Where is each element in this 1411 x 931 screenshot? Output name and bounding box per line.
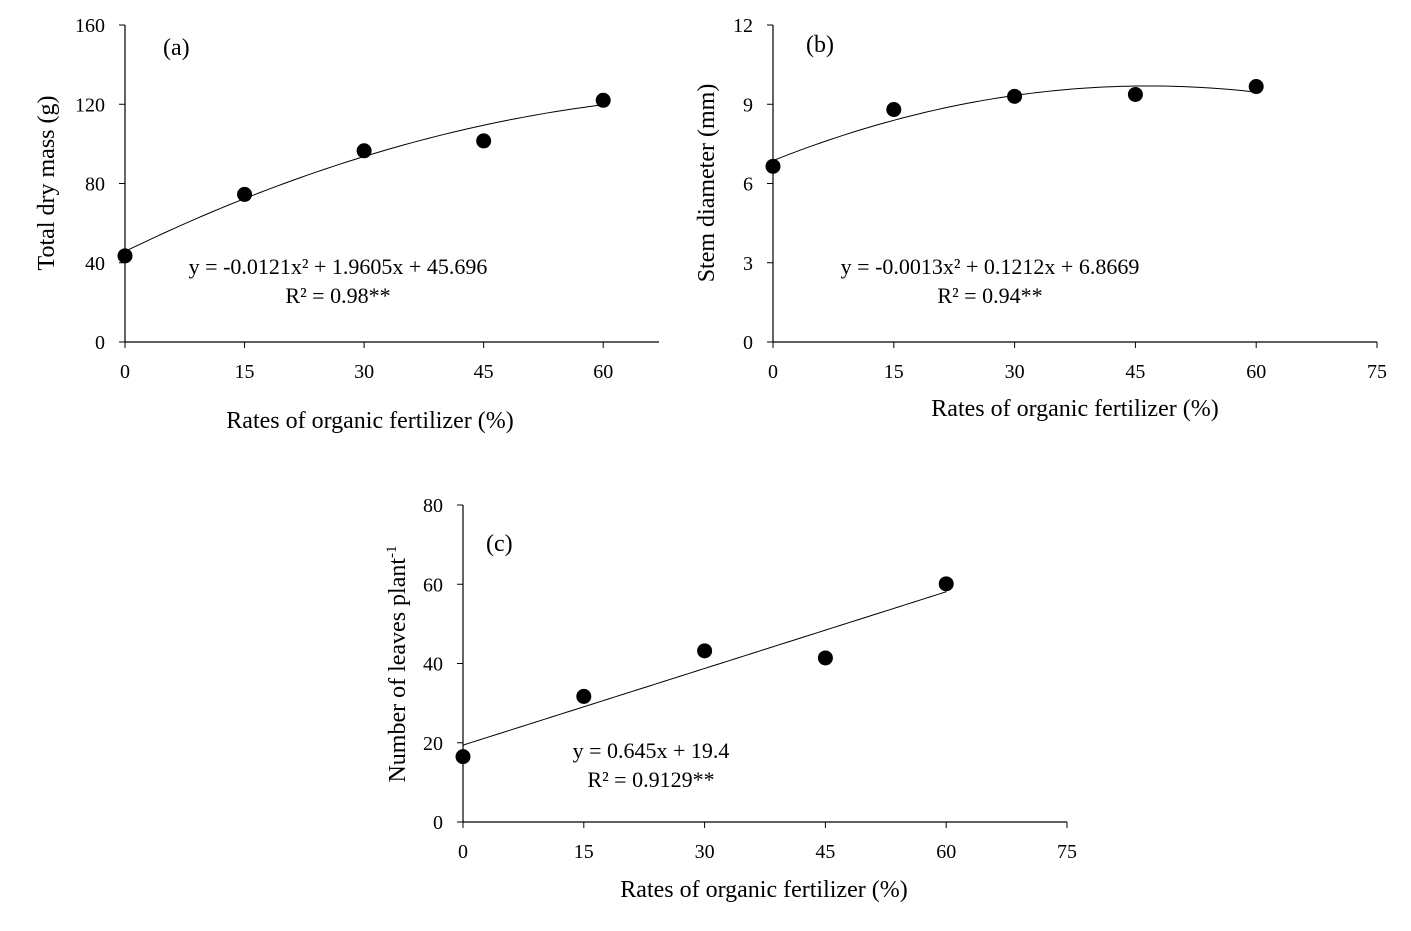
chart-b-data-point [765,158,781,174]
chart-a-x-tick-label: 60 [593,361,613,383]
chart-b-y-tick-label: 9 [743,94,753,116]
chart-a-y-tick-label: 120 [75,94,105,116]
chart-c-data-point [817,650,833,666]
chart-a-y-tick-label: 0 [95,332,105,354]
chart-c-x-tick-label: 75 [1057,841,1077,863]
chart-a-data-point [356,143,372,159]
chart-c-data-point [455,749,471,765]
chart-c-x-tick-label: 60 [936,841,956,863]
chart-c-panel-label: (c) [486,531,513,557]
chart-b-y-tick-label: 6 [743,174,753,196]
chart-c-y-axis-title: Number of leaves plant-1 [384,545,411,782]
chart-a-y-tick-label: 160 [75,15,105,37]
chart-b-y-axis-title: Stem diameter (mm) [694,84,720,283]
chart-b-x-tick-label: 75 [1367,361,1387,383]
chart-b-y-tick-label: 12 [733,15,753,37]
chart-b-x-axis-title: Rates of organic fertilizer (%) [931,396,1218,422]
chart-a-data-point [117,248,133,264]
chart-c-r2: R² = 0.9129** [587,767,714,792]
chart-a-x-tick-label: 45 [474,361,494,383]
chart-c-x-axis-title: Rates of organic fertilizer (%) [620,877,907,903]
chart-c-x-tick-label: 0 [458,841,468,863]
chart-a-x-axis-title: Rates of organic fertilizer (%) [226,408,513,434]
chart-b-y-tick-label: 0 [743,332,753,354]
chart-a-data-point [595,92,611,108]
chart-b-y-tick-label: 3 [743,253,753,275]
chart-c-x-tick-label: 15 [574,841,594,863]
chart-a-data-point [476,133,492,149]
chart-c-y-tick-label: 80 [423,495,443,517]
chart-c-axes [462,505,1067,823]
chart-a-trendline [124,104,604,252]
chart-a-y-axis-title: Total dry mass (g) [34,96,60,271]
chart-b-data-point [886,102,902,118]
chart-b-x-tick-label: 60 [1246,361,1266,383]
chart-b-x-tick-label: 0 [768,361,778,383]
chart-a-axes [124,25,659,343]
chart-a-equation: y = -0.0121x² + 1.9605x + 45.696 [189,254,488,279]
chart-c: 0 20 40 60 80 0 15 30 45 60 75 (c) y = 0.645x + 19… [384,495,1077,903]
chart-b-x-tick-label: 45 [1125,361,1145,383]
chart-b-axes [772,25,1377,343]
chart-c-y-tick-label: 0 [433,812,443,834]
chart-a-panel-label: (a) [163,35,190,61]
chart-c-y-tick-label: 40 [423,654,443,676]
chart-b-panel-label: (b) [806,32,834,58]
chart-c-y-axis-title-main: Number of leaves plant [385,558,411,783]
chart-c-points [455,576,954,765]
chart-b-ticks: 0 3 6 9 12 0 15 30 45 60 75 [733,15,1387,383]
chart-c-data-point [576,688,592,704]
chart-c-data-point [697,643,713,659]
chart-b-r2: R² = 0.94** [937,283,1042,308]
chart-c-ticks: 0 20 40 60 80 0 15 30 45 60 75 [423,495,1077,863]
chart-b-data-point [1007,88,1023,104]
chart-c-data-point [938,576,954,592]
chart-b: 0 3 6 9 12 0 15 30 45 60 75 (b) y = -0.0013x² + 0.… [694,15,1387,422]
chart-c-x-tick-label: 30 [695,841,715,863]
chart-a-ticks: 0 40 80 120 160 0 15 30 45 60 [75,15,613,383]
chart-c-y-tick-label: 20 [423,733,443,755]
chart-c-y-axis-title-sup: -1 [384,545,400,558]
chart-a-points [117,92,611,264]
chart-a: 0 40 80 120 160 0 15 30 45 60 (a) y = -0.0121x² +… [34,15,659,434]
chart-b-points [765,79,1264,174]
chart-c-trendline [462,591,947,746]
chart-a-y-tick-label: 40 [85,253,105,275]
chart-b-data-point [1248,79,1264,95]
chart-b-x-tick-label: 30 [1005,361,1025,383]
chart-a-x-tick-label: 15 [235,361,255,383]
chart-a-r2: R² = 0.98** [285,283,390,308]
chart-b-equation: y = -0.0013x² + 0.1212x + 6.8669 [841,254,1140,279]
chart-b-data-point [1127,86,1143,102]
chart-c-y-tick-label: 60 [423,574,443,596]
chart-c-equation: y = 0.645x + 19.4 [573,738,730,763]
chart-a-x-tick-label: 30 [354,361,374,383]
chart-a-y-tick-label: 80 [85,174,105,196]
chart-c-x-tick-label: 45 [815,841,835,863]
chart-a-x-tick-label: 0 [120,361,130,383]
chart-b-x-tick-label: 15 [884,361,904,383]
chart-a-data-point [237,186,253,202]
